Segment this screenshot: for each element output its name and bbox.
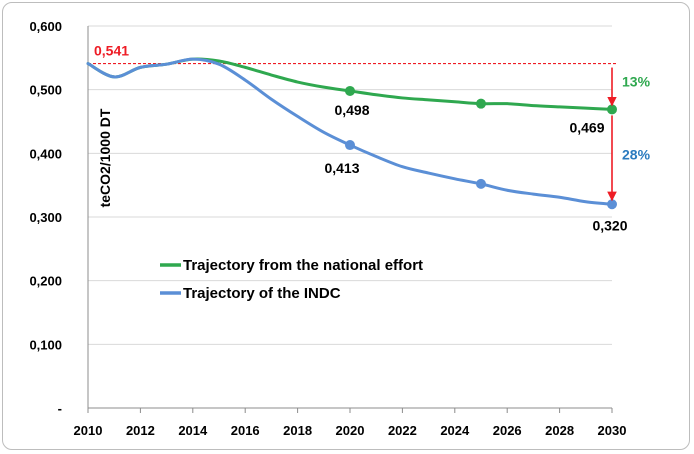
data-label: 0,469	[569, 119, 604, 135]
series-marker-0	[607, 104, 617, 115]
x-tick-label: 2026	[493, 423, 522, 438]
y-tick-label: 0,600	[29, 19, 62, 34]
reduction-percent-label: 13%	[622, 73, 651, 89]
series-marker-1	[607, 199, 617, 210]
series-marker-0	[345, 85, 355, 96]
reduction-percent-label: 28%	[622, 147, 651, 163]
y-tick-label: 0,100	[29, 337, 62, 352]
x-tick-label: 2016	[231, 423, 260, 438]
data-label: 0,413	[324, 160, 359, 176]
series-line-1	[86, 57, 614, 206]
series-marker-1	[345, 140, 355, 151]
legend-label: Trajectory of the INDC	[183, 285, 341, 302]
x-tick-label: 2020	[336, 423, 365, 438]
y-tick-label: 0,200	[29, 274, 62, 289]
series-marker-1	[476, 178, 486, 189]
x-tick-label: 2010	[74, 423, 103, 438]
x-tick-label: 2030	[598, 423, 627, 438]
y-tick-label: -	[58, 401, 62, 416]
x-tick-label: 2012	[126, 423, 155, 438]
data-label: 0,320	[592, 217, 627, 233]
legend-label: Trajectory from the national effort	[183, 257, 423, 274]
x-tick-label: 2024	[440, 423, 470, 438]
reference-value-label: 0,541	[94, 43, 129, 59]
x-tick-label: 2028	[545, 423, 574, 438]
y-tick-label: 0,400	[29, 146, 62, 161]
x-tick-label: 2014	[178, 423, 208, 438]
y-tick-label: 0,300	[29, 210, 62, 225]
x-tick-label: 2022	[388, 423, 417, 438]
data-label: 0,498	[334, 102, 369, 118]
x-tick-label: 2018	[283, 423, 312, 438]
series-marker-0	[476, 98, 486, 109]
y-tick-label: 0,500	[29, 83, 62, 98]
y-axis-label: teCO2/1000 DT	[97, 108, 113, 207]
